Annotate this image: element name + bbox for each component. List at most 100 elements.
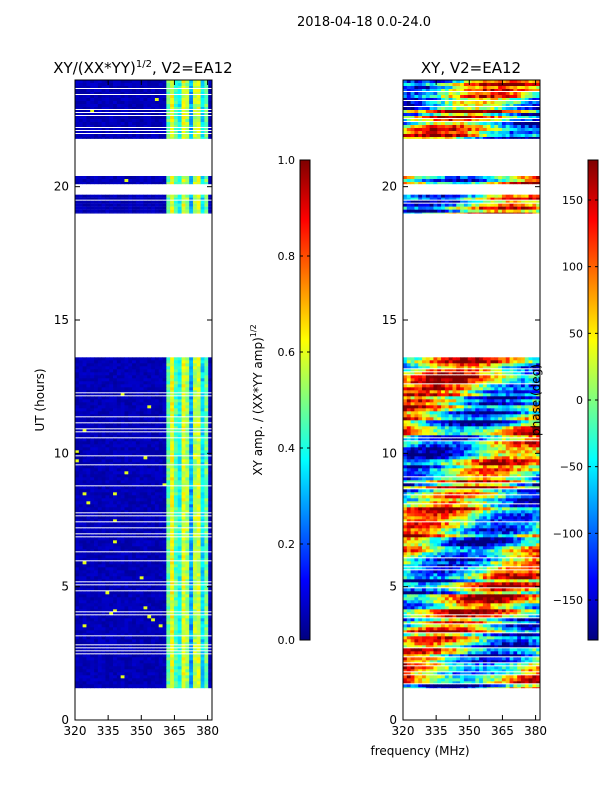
heatmap-cell [90,609,95,613]
heatmap-cell [208,375,212,379]
heatmap-cell [185,122,190,126]
heatmap-cell [181,660,186,664]
heatmap-cell [120,86,125,90]
heatmap-cell [113,516,118,520]
heatmap-cell [94,648,99,652]
heatmap-cell [177,456,182,460]
heatmap-cell [143,621,148,625]
heatmap-cell [128,642,133,646]
heatmap-cell [139,396,144,400]
heatmap-cell [113,378,118,382]
heatmap-cell [177,203,182,207]
heatmap-cell [147,585,152,589]
heatmap-cell [109,621,114,625]
heatmap-cell [97,203,103,207]
heatmap-cell [86,591,91,595]
heatmap-cell [128,444,133,448]
heatmap-cell [192,387,198,391]
heatmap-cell [135,531,141,535]
heatmap-cell [78,558,84,562]
heatmap-cell [158,182,163,185]
heatmap-cell [90,387,95,391]
heatmap-cell [116,423,122,427]
heatmap-cell [97,465,103,469]
heatmap-cell [173,501,179,505]
heatmap-cell [173,654,179,658]
heatmap-cell [151,432,156,436]
heatmap-cell [185,423,190,427]
heatmap-cell [162,525,167,529]
heatmap-cell [154,83,160,87]
heatmap-cell [170,549,175,553]
heatmap-cell [90,372,95,376]
heatmap-cell [116,384,122,388]
heatmap-cell [177,657,182,661]
heatmap-cell [109,648,114,652]
heatmap-cell [173,483,179,487]
heatmap-cell [105,408,110,412]
heatmap-cell [151,615,156,619]
heatmap-cell [154,651,160,655]
heatmap-cell [105,399,110,403]
heatmap-cell [143,471,148,475]
heatmap-cell [116,369,122,373]
heatmap-cell [204,390,209,394]
heatmap-cell [196,675,201,679]
heatmap-cell [132,528,137,532]
heatmap-cell [94,495,99,499]
heatmap-cell [82,603,87,607]
heatmap-cell [101,450,106,454]
heatmap-cell [97,558,103,562]
heatmap-cell [147,666,152,670]
heatmap-cell [143,645,148,649]
heatmap-cell [162,447,167,451]
flagged-row [75,653,212,655]
heatmap-cell [86,504,91,508]
heatmap-cell [132,621,137,625]
heatmap-cell [170,669,175,673]
heatmap-cell [78,531,84,535]
heatmap-cell [151,507,156,511]
heatmap-cell [82,110,87,114]
heatmap-cell [143,531,148,535]
heatmap-cell [181,570,186,574]
heatmap-cell [189,651,194,655]
heatmap-cell [192,197,198,201]
heatmap-cell [147,489,152,493]
heatmap-cell [132,531,137,535]
heatmap-cell [154,567,160,571]
heatmap-cell [173,492,179,496]
heatmap-cell [200,561,205,565]
heatmap-cell [181,98,186,102]
heatmap-cell [162,528,167,532]
heatmap-cell [192,95,198,99]
heatmap-cell [82,194,87,198]
heatmap-cell [158,104,163,108]
heatmap-cell [170,390,175,394]
heatmap-cell [158,579,163,583]
heatmap-cell [208,510,212,514]
heatmap-cell [109,681,114,685]
heatmap-cell [90,125,95,129]
heatmap-cell [82,80,87,84]
heatmap-cell [173,462,179,466]
heatmap-cell [185,522,190,526]
heatmap-cell [147,483,152,487]
heatmap-cell [143,402,148,406]
heatmap-cell [94,372,99,376]
heatmap-cell [90,107,95,111]
panel-amplitude-title-suffix: , V2=EA12 [152,59,233,77]
heatmap-cell [97,378,103,382]
heatmap-cell [135,615,141,619]
heatmap-cell [139,206,144,210]
heatmap-cell [162,203,167,207]
heatmap-cell [75,504,80,508]
heatmap-cell [177,624,182,628]
heatmap-cell [90,357,95,361]
heatmap-cell [128,477,133,481]
heatmap-cell [158,600,163,604]
heatmap-cell [128,450,133,454]
heatmap-cell [113,390,118,394]
heatmap-cell [90,113,95,117]
heatmap-cell [181,645,186,649]
